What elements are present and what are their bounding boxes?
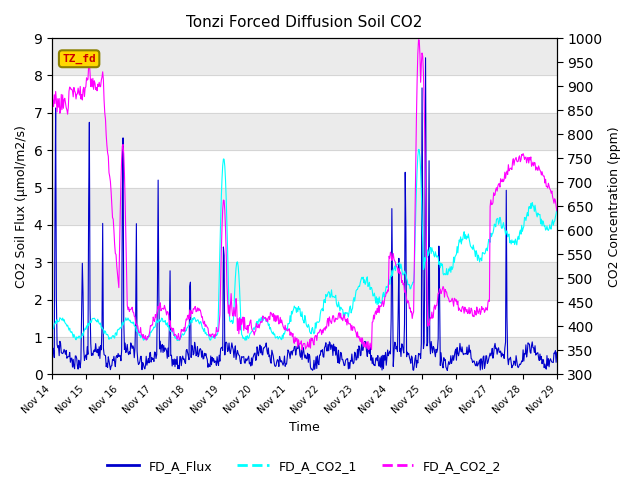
Bar — [52, 337, 557, 374]
X-axis label: Time: Time — [289, 421, 320, 434]
Y-axis label: CO2 Concentration (ppm): CO2 Concentration (ppm) — [608, 126, 621, 287]
Bar — [52, 38, 557, 75]
Bar — [52, 188, 557, 225]
Legend: FD_A_Flux, FD_A_CO2_1, FD_A_CO2_2: FD_A_Flux, FD_A_CO2_1, FD_A_CO2_2 — [102, 455, 506, 478]
Y-axis label: CO2 Soil Flux (μmol/m2/s): CO2 Soil Flux (μmol/m2/s) — [15, 125, 28, 288]
Title: Tonzi Forced Diffusion Soil CO2: Tonzi Forced Diffusion Soil CO2 — [186, 15, 422, 30]
Bar — [52, 113, 557, 150]
Bar — [52, 262, 557, 300]
Text: TZ_fd: TZ_fd — [62, 54, 96, 64]
